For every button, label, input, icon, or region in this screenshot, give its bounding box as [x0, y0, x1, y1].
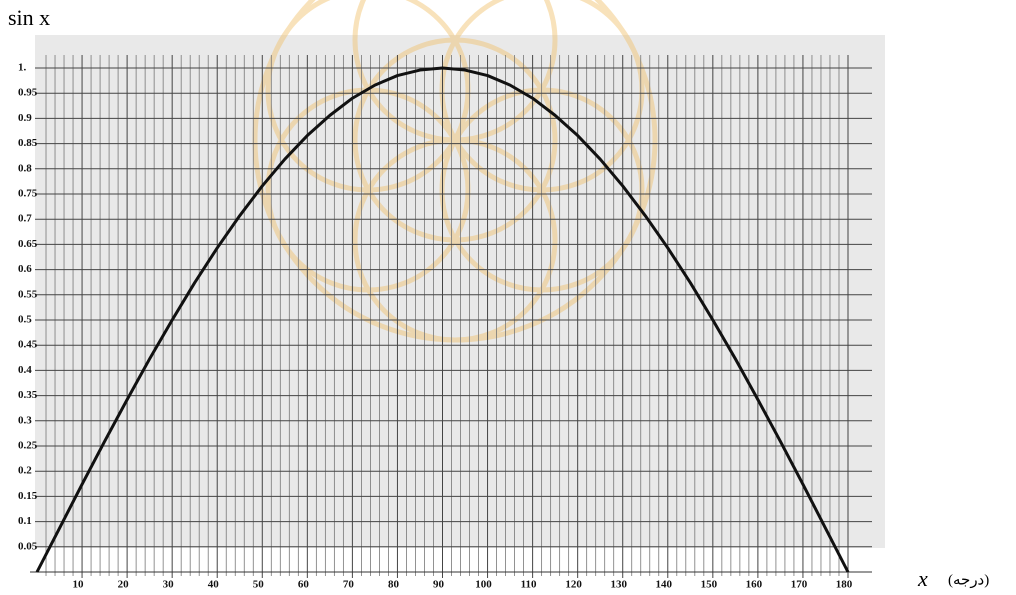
x-axis-unit: (درجه) [948, 572, 989, 588]
y-tick-label: 0.1 [18, 515, 32, 527]
y-tick-label: 0.05 [18, 540, 38, 552]
y-tick-label: 0.65 [18, 238, 38, 250]
y-tick-label: 0.7 [18, 213, 32, 225]
x-tick-label: 50 [253, 579, 265, 591]
y-tick-label: 0.15 [18, 490, 38, 502]
x-tick-label: 20 [118, 579, 130, 591]
x-tick-label: 60 [298, 579, 310, 591]
y-axis-label: sin x [8, 5, 50, 30]
x-tick-label: 70 [343, 579, 355, 591]
y-tick-label: 0.2 [18, 465, 32, 477]
x-axis-label: x [917, 566, 928, 591]
x-tick-label: 130 [610, 579, 627, 591]
y-tick-label: 1. [18, 62, 27, 74]
y-tick-label: 0.25 [18, 440, 38, 452]
x-tick-label: 120 [565, 579, 582, 591]
y-tick-label: 0.3 [18, 414, 32, 426]
x-tick-label: 180 [836, 579, 853, 591]
grid [35, 55, 872, 578]
x-tick-label: 170 [791, 579, 808, 591]
plot-background [35, 35, 885, 548]
y-tick-label: 0.6 [18, 263, 32, 275]
x-tick-label: 10 [73, 579, 85, 591]
y-tick-label: 0.4 [18, 364, 32, 376]
x-tick-label: 100 [475, 579, 492, 591]
x-tick-label: 140 [656, 579, 673, 591]
x-tick-label: 40 [208, 579, 220, 591]
y-tick-label: 0.9 [18, 112, 32, 124]
y-tick-label: 0.55 [18, 288, 38, 300]
y-tick-label: 0.5 [18, 314, 32, 326]
y-tick-label: 0.45 [18, 339, 38, 351]
y-tick-label: 0.8 [18, 162, 32, 174]
x-tick-label: 30 [163, 579, 175, 591]
y-tick-label: 0.35 [18, 389, 38, 401]
x-tick-label: 150 [701, 579, 718, 591]
y-tick-label: 0.95 [18, 87, 38, 99]
x-tick-label: 90 [433, 579, 445, 591]
x-tick-label: 110 [521, 579, 537, 591]
x-tick-label: 160 [746, 579, 763, 591]
x-tick-label: 80 [388, 579, 400, 591]
y-tick-label: 0.75 [18, 188, 38, 200]
y-tick-label: 0.85 [18, 137, 38, 149]
sine-curve [35, 66, 850, 573]
